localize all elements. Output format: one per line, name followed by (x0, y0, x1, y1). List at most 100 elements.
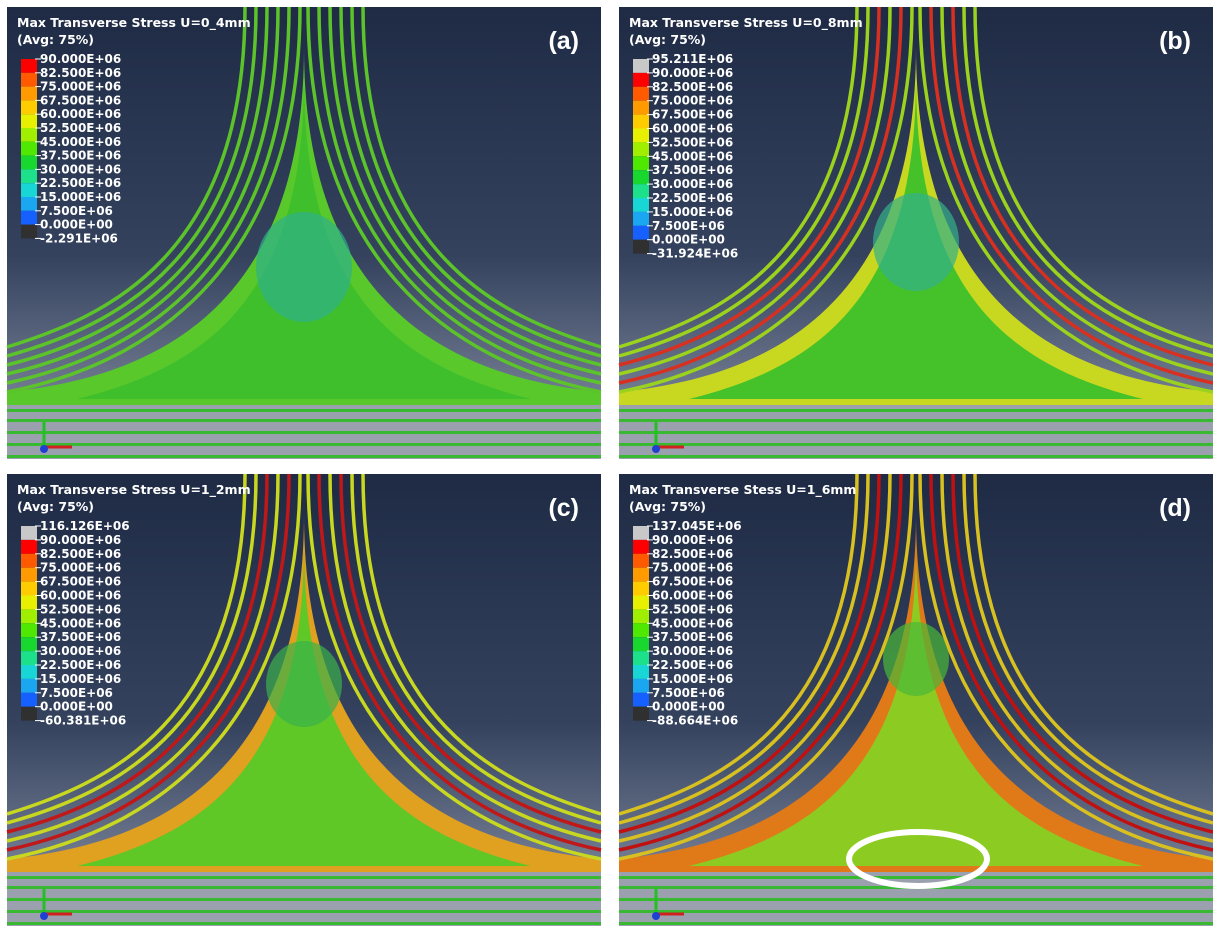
flat-ply (7, 409, 601, 412)
legend-value: 60.000E+06 (652, 589, 733, 603)
legend-swatch (21, 665, 37, 679)
title: Max Transverse Stress U=0_8mm (629, 15, 863, 31)
legend-swatch (21, 156, 37, 170)
legend-value: 67.500E+06 (40, 93, 121, 107)
legend-swatch (21, 211, 37, 225)
legend-value: 67.500E+06 (652, 575, 733, 589)
legend-value: 60.000E+06 (652, 122, 733, 136)
legend-value: 67.500E+06 (40, 575, 121, 589)
legend-value: 22.500E+06 (40, 658, 121, 672)
legend-swatch (633, 101, 649, 115)
panel: Max Transverse Stress U=1_2mm(Avg: 75%)(… (7, 474, 601, 926)
legend-value: 52.500E+06 (40, 121, 121, 135)
legend-swatch (21, 582, 37, 596)
legend-value: 22.500E+06 (652, 191, 733, 205)
legend-swatch (21, 225, 37, 239)
legend-value: 82.500E+06 (652, 547, 733, 561)
legend-value: 7.500E+06 (40, 204, 113, 218)
legend-value: 15.000E+06 (40, 190, 121, 204)
legend-swatch (21, 623, 37, 637)
fillet-center (873, 193, 959, 291)
legend-swatch (633, 651, 649, 665)
legend-swatch (21, 128, 37, 142)
legend-value: 30.000E+06 (652, 644, 733, 658)
flat-ply (7, 443, 601, 446)
legend-value: 52.500E+06 (40, 602, 121, 616)
legend-swatch (21, 87, 37, 101)
title: Max Transverse Stess U=1_6mm (629, 482, 856, 498)
legend-swatch (633, 526, 649, 540)
legend-swatch (21, 568, 37, 582)
legend-value: 30.000E+06 (40, 644, 121, 658)
legend-value: 90.000E+06 (652, 66, 733, 80)
avg: (Avg: 75%) (17, 499, 94, 514)
legend-swatch (633, 568, 649, 582)
axis-origin (40, 445, 48, 453)
legend-value: 30.000E+06 (652, 177, 733, 191)
panel-label: (a) (548, 27, 579, 55)
fillet-center (256, 212, 352, 322)
legend-value: 75.000E+06 (40, 561, 121, 575)
legend-swatch (633, 59, 649, 73)
flat-ply (619, 876, 1213, 879)
panel: Max Transverse Stress U=0_4mm(Avg: 75%)(… (7, 7, 601, 459)
legend-swatch (633, 596, 649, 610)
legend-swatch (21, 707, 37, 721)
flat-ply (7, 431, 601, 434)
flat-ply (619, 409, 1213, 412)
legend-swatch (633, 170, 649, 184)
flat-ply (619, 419, 1213, 422)
legend-swatch (633, 240, 649, 254)
legend-swatch (633, 87, 649, 101)
panel: Max Transverse Stress U=0_8mm(Avg: 75%)(… (619, 7, 1213, 459)
legend-value: 45.000E+06 (40, 616, 121, 630)
legend-swatch (21, 526, 37, 540)
title: Max Transverse Stress U=1_2mm (17, 482, 251, 498)
legend-value: -2.291E+06 (40, 231, 118, 245)
panel-label: (d) (1159, 494, 1191, 522)
panel: Max Transverse Stess U=1_6mm(Avg: 75%)(d… (619, 474, 1213, 926)
legend-value: 67.500E+06 (652, 108, 733, 122)
legend-swatch (21, 596, 37, 610)
legend-value: 90.000E+06 (40, 533, 121, 547)
legend-swatch (633, 156, 649, 170)
legend-swatch (21, 73, 37, 87)
legend-value: 82.500E+06 (40, 547, 121, 561)
legend-swatch (633, 142, 649, 156)
legend-swatch (21, 100, 37, 114)
legend-swatch (21, 651, 37, 665)
legend-value: 0.000E+00 (40, 218, 113, 232)
flat-ply (619, 898, 1213, 901)
legend-swatch (21, 554, 37, 568)
flat-ply (619, 455, 1213, 458)
figure: Max Transverse Stress U=0_4mm (Avg: 75%) (… (0, 0, 1213, 926)
flat-ply (7, 922, 601, 925)
legend-swatch (21, 679, 37, 693)
title: Max Transverse Stress U=0_4mm (17, 15, 251, 31)
legend-value: 75.000E+06 (40, 80, 121, 94)
legend-value: 15.000E+06 (40, 672, 121, 686)
legend-value: 15.000E+06 (652, 672, 733, 686)
flat-ply (619, 922, 1213, 925)
flat-ply (7, 898, 601, 901)
flat-ply (619, 431, 1213, 434)
legend-value: 45.000E+06 (652, 616, 733, 630)
legend-value: 90.000E+06 (40, 52, 121, 66)
legend-value: 0.000E+00 (652, 233, 725, 247)
legend-value: 52.500E+06 (652, 135, 733, 149)
flat-ply (619, 443, 1213, 446)
legend-value: 82.500E+06 (652, 80, 733, 94)
legend-swatch (633, 554, 649, 568)
legend-value: 45.000E+06 (40, 135, 121, 149)
axis-origin (652, 445, 660, 453)
legend-swatch (21, 183, 37, 197)
legend-swatch (21, 142, 37, 156)
legend-swatch (21, 169, 37, 183)
legend-value: 30.000E+06 (40, 162, 121, 176)
legend-value: 75.000E+06 (652, 94, 733, 108)
legend-value: 37.500E+06 (652, 630, 733, 644)
legend-value: 7.500E+06 (652, 686, 725, 700)
legend-value: 116.126E+06 (40, 519, 130, 533)
legend-swatch (21, 59, 37, 73)
legend-swatch (633, 707, 649, 721)
